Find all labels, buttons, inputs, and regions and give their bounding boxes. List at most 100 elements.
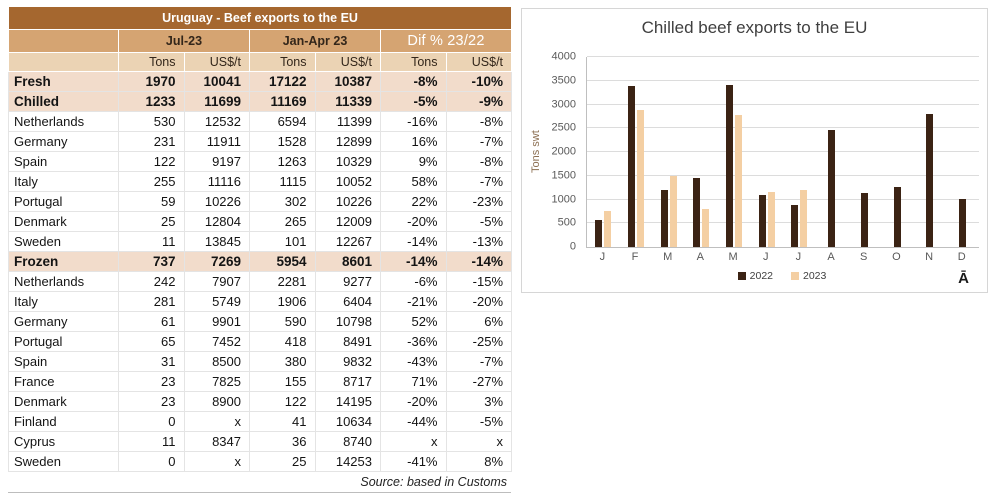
row-label: Germany (8, 131, 119, 152)
cell-value: 17122 (249, 71, 316, 92)
x-axis-label: F (631, 251, 639, 263)
cell-value: 23 (118, 391, 185, 412)
cell-value: 1233 (118, 91, 185, 112)
bar-2022 (725, 84, 733, 247)
cell-value: -16% (380, 111, 447, 132)
cell-value: 155 (249, 371, 316, 392)
cell-value: -7% (445, 131, 513, 152)
watermark-char: Ā (958, 270, 969, 287)
row-label: Portugal (8, 331, 119, 352)
cell-value: 10387 (314, 71, 381, 92)
bar-group (620, 57, 653, 247)
cell-value: 11339 (314, 91, 381, 112)
row-label: Denmark (8, 211, 119, 232)
y-tick-label: 3500 (551, 74, 576, 87)
table-row: Sweden 11 13845 101 12267 -14% -13% (8, 231, 513, 252)
cell-value: 11399 (314, 111, 381, 132)
cell-value: 8601 (314, 251, 381, 272)
cell-value: 0 (118, 451, 185, 472)
row-label: Finland (8, 411, 119, 432)
table-title-row: Uruguay - Beef exports to the EU (7, 6, 513, 30)
y-tick-label: 2500 (551, 121, 576, 134)
y-tick-label: 500 (557, 216, 576, 229)
legend-item-2022: 2022 (737, 270, 773, 282)
row-label: Spain (8, 351, 119, 372)
bar-2023 (800, 189, 808, 247)
chilled-exports-chart: Chilled beef exports to the EU Tons swt … (521, 8, 988, 293)
x-axis-label: A (827, 251, 835, 263)
cell-value: 9197 (183, 151, 250, 172)
cell-value: 122 (249, 391, 316, 412)
sub-header-tons: Tons (249, 52, 316, 72)
cell-value: 6% (445, 311, 513, 332)
bar-2022 (893, 187, 901, 247)
table-row: Netherlands 530 12532 6594 11399 -16% -8% (8, 111, 513, 132)
y-axis-ticks: 0 500 1000 1500 2000 2500 3000 3500 4000 (540, 51, 582, 252)
cell-value: -15% (445, 271, 513, 292)
y-tick-label: 0 (569, 240, 576, 253)
row-label: Netherlands (8, 111, 119, 132)
bar-2022 (791, 204, 799, 247)
cell-value: 12532 (183, 111, 250, 132)
cell-value: 7269 (183, 251, 250, 272)
gridline (587, 79, 979, 81)
cell-value: x (183, 411, 250, 432)
cell-value: -7% (445, 171, 513, 192)
cell-value: -36% (380, 331, 447, 352)
table-row: Finland 0 x 41 10634 -44% -5% (8, 411, 513, 432)
y-tick-label: 3000 (551, 98, 576, 110)
table-row: Italy 255 11116 1115 10052 58% -7% (8, 171, 513, 192)
bar-group (685, 57, 718, 247)
cell-value: -14% (380, 251, 447, 272)
cell-value: 10041 (183, 71, 250, 92)
bar-2022 (959, 199, 967, 247)
cell-value: 101 (249, 231, 316, 252)
bar-2022 (828, 129, 836, 247)
cell-value: -5% (380, 91, 447, 112)
corner-cell (8, 52, 119, 72)
exports-table-panel: Uruguay - Beef exports to the EU Jul-23 … (7, 6, 513, 493)
source-note: Source: based in Customs (8, 472, 511, 493)
cell-value: 1970 (118, 71, 185, 92)
table-row: France 23 7825 155 8717 71% -27% (8, 371, 513, 392)
bar-2023 (734, 114, 742, 247)
cell-value: 11 (118, 231, 185, 252)
row-label: Germany (8, 311, 119, 332)
cell-value: 31 (118, 351, 185, 372)
bar-2022 (660, 190, 668, 247)
cell-value: 7907 (183, 271, 250, 292)
chart-legend: 2022 2023 (586, 270, 978, 282)
cell-value: -43% (380, 351, 447, 372)
sub-header-tons: Tons (118, 52, 185, 72)
cell-value: 231 (118, 131, 185, 152)
cell-value: -5% (445, 411, 513, 432)
cell-value: -8% (445, 151, 513, 172)
row-label: Cyprus (8, 431, 119, 452)
cell-value: 1115 (249, 171, 316, 192)
cell-value: 10052 (314, 171, 381, 192)
cell-value: -13% (445, 231, 513, 252)
gridline (587, 56, 979, 57)
cell-value: -6% (380, 271, 447, 292)
cell-value: 418 (249, 331, 316, 352)
table-row: Spain 122 9197 1263 10329 9% -8% (8, 151, 513, 172)
bar-2023 (702, 209, 710, 247)
cell-value: 25 (118, 211, 185, 232)
cell-value: 25 (249, 451, 316, 472)
bar-2022 (926, 113, 934, 247)
cell-value: 737 (118, 251, 185, 272)
row-label: Portugal (8, 191, 119, 212)
table-row: Germany 231 11911 1528 12899 16% -7% (8, 131, 513, 152)
x-axis-label: J (762, 251, 769, 263)
cell-value: 11 (118, 431, 185, 452)
cell-value: 1528 (249, 131, 316, 152)
bar-2023 (767, 191, 775, 247)
cell-value: 9901 (183, 311, 250, 332)
bar-2023 (604, 210, 612, 247)
cell-value: 10634 (314, 411, 381, 432)
cell-value: 8740 (314, 431, 381, 452)
y-tick-label: 1500 (551, 169, 576, 182)
cell-value: 302 (249, 191, 316, 212)
bar-group (587, 57, 620, 247)
